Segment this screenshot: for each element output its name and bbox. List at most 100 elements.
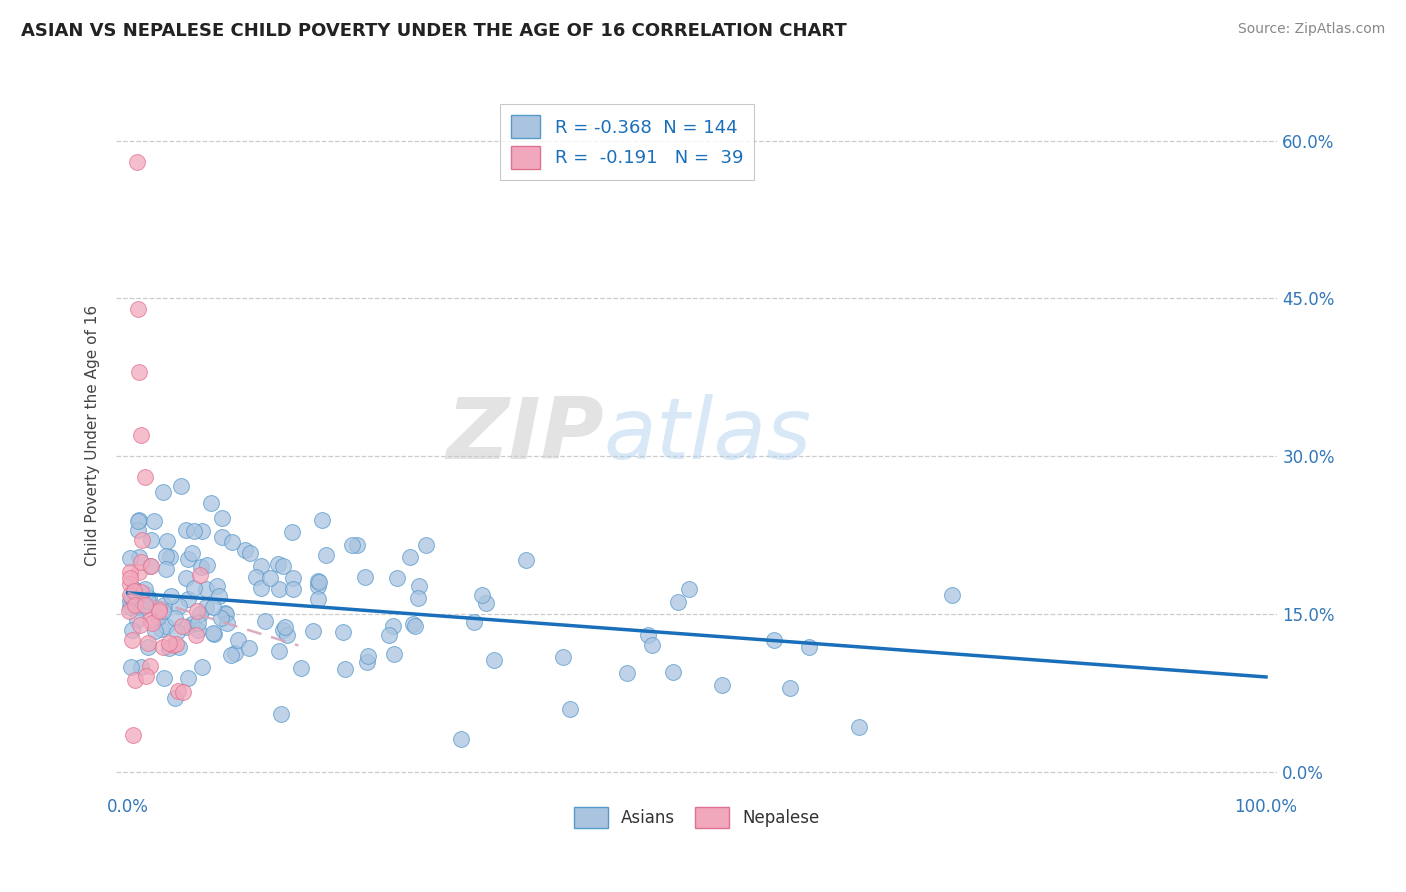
Point: [129, 618, 152, 632]
Point: [202, 627, 225, 641]
Point: [195, 558, 218, 573]
Point: [211, 510, 233, 524]
Point: [188, 568, 211, 582]
Point: [118, 593, 141, 607]
Point: [120, 571, 142, 585]
Point: [120, 590, 142, 604]
Point: [475, 596, 498, 610]
Legend: Asians, Nepalese: Asians, Nepalese: [568, 801, 825, 834]
Point: [281, 582, 304, 597]
Point: [195, 582, 218, 596]
Point: [131, 533, 153, 548]
Point: [125, 614, 148, 628]
Point: [191, 660, 214, 674]
Point: [163, 610, 186, 624]
Point: [274, 620, 297, 634]
Point: [270, 707, 292, 722]
Point: [406, 591, 429, 606]
Point: [120, 660, 142, 674]
Point: [558, 701, 581, 715]
Point: [848, 720, 870, 734]
Point: [187, 616, 209, 631]
Point: [141, 616, 163, 631]
Point: [139, 659, 162, 673]
Point: [170, 479, 193, 493]
Point: [404, 619, 426, 633]
Point: [941, 588, 963, 602]
Point: [129, 585, 152, 599]
Point: [191, 524, 214, 538]
Point: [233, 543, 256, 558]
Point: [138, 591, 160, 606]
Point: [415, 538, 437, 552]
Text: atlas: atlas: [605, 393, 811, 476]
Point: [128, 566, 150, 580]
Point: [135, 669, 157, 683]
Point: [281, 571, 304, 585]
Point: [183, 524, 205, 539]
Point: [382, 647, 405, 661]
Point: [118, 565, 141, 579]
Point: [134, 582, 156, 596]
Point: [177, 552, 200, 566]
Point: [121, 624, 143, 638]
Point: [148, 610, 170, 624]
Point: [120, 588, 142, 602]
Point: [131, 555, 153, 569]
Point: [267, 582, 290, 596]
Point: [377, 628, 399, 642]
Point: [152, 604, 174, 618]
Point: [450, 731, 472, 746]
Point: [124, 592, 146, 607]
Point: [259, 571, 281, 585]
Point: [122, 583, 145, 598]
Point: [152, 671, 174, 685]
Point: [308, 592, 330, 607]
Point: [159, 589, 181, 603]
Point: [290, 661, 312, 675]
Point: [166, 683, 188, 698]
Point: [307, 574, 329, 588]
Point: [249, 581, 271, 595]
Point: [124, 598, 146, 612]
Point: [131, 428, 153, 442]
Point: [128, 365, 150, 379]
Point: [174, 570, 197, 584]
Point: [239, 546, 262, 560]
Text: Source: ZipAtlas.com: Source: ZipAtlas.com: [1237, 22, 1385, 37]
Point: [125, 154, 148, 169]
Point: [169, 599, 191, 613]
Point: [143, 624, 166, 638]
Point: [122, 592, 145, 607]
Point: [139, 558, 162, 573]
Point: [662, 665, 685, 679]
Point: [205, 579, 228, 593]
Point: [138, 613, 160, 627]
Point: [167, 640, 190, 654]
Point: [333, 662, 356, 676]
Point: [354, 569, 377, 583]
Point: [340, 538, 363, 552]
Point: [166, 624, 188, 639]
Point: [356, 655, 378, 669]
Point: [183, 582, 205, 596]
Point: [134, 470, 156, 484]
Point: [165, 690, 187, 705]
Point: [118, 600, 141, 615]
Point: [136, 636, 159, 650]
Point: [195, 599, 218, 614]
Point: [187, 623, 209, 637]
Point: [357, 649, 380, 664]
Point: [188, 607, 211, 621]
Point: [226, 632, 249, 647]
Point: [155, 549, 177, 563]
Point: [172, 685, 194, 699]
Point: [131, 601, 153, 615]
Point: [202, 626, 225, 640]
Point: [127, 301, 149, 316]
Point: [152, 640, 174, 654]
Point: [238, 641, 260, 656]
Point: [641, 638, 664, 652]
Point: [121, 632, 143, 647]
Y-axis label: Child Poverty Under the Age of 16: Child Poverty Under the Age of 16: [86, 304, 100, 566]
